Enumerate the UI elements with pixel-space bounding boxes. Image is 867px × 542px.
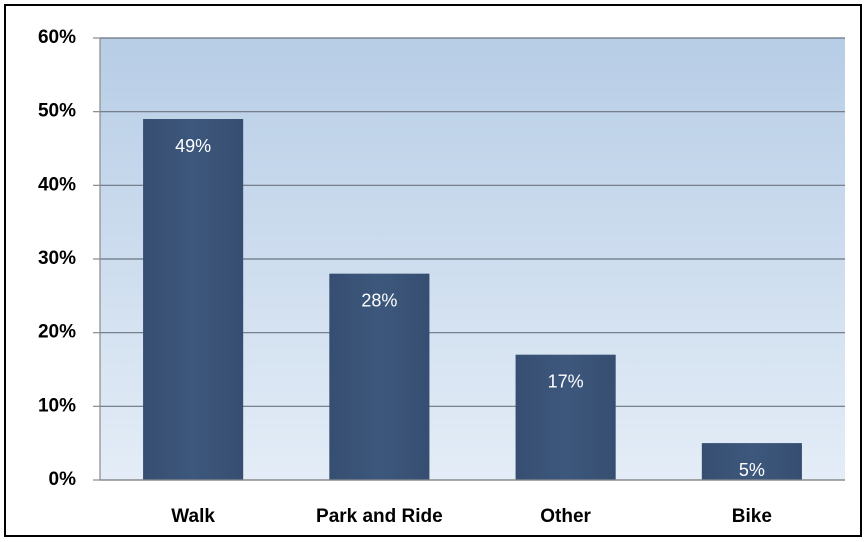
value-label: 28% — [361, 290, 397, 310]
value-label: 5% — [739, 460, 765, 480]
y-tick-label: 50% — [38, 101, 76, 122]
bar-sheen — [701, 443, 802, 480]
x-tick-label: Park and Ride — [316, 506, 443, 527]
y-tick-label: 40% — [38, 174, 76, 195]
bar-sheen — [143, 119, 244, 481]
y-tick-label: 0% — [49, 469, 77, 490]
bar-sheen — [515, 354, 616, 480]
y-tick-label: 30% — [38, 248, 76, 269]
y-tick-label: 20% — [38, 322, 76, 343]
y-tick-label: 60% — [38, 27, 76, 48]
x-tick-label: Bike — [732, 506, 772, 527]
x-tick-label: Other — [540, 506, 591, 527]
value-label: 49% — [175, 136, 211, 156]
bar-sheen — [329, 273, 430, 480]
value-label: 17% — [548, 372, 584, 392]
x-tick-label: Walk — [171, 506, 215, 527]
y-tick-label: 10% — [38, 395, 76, 416]
